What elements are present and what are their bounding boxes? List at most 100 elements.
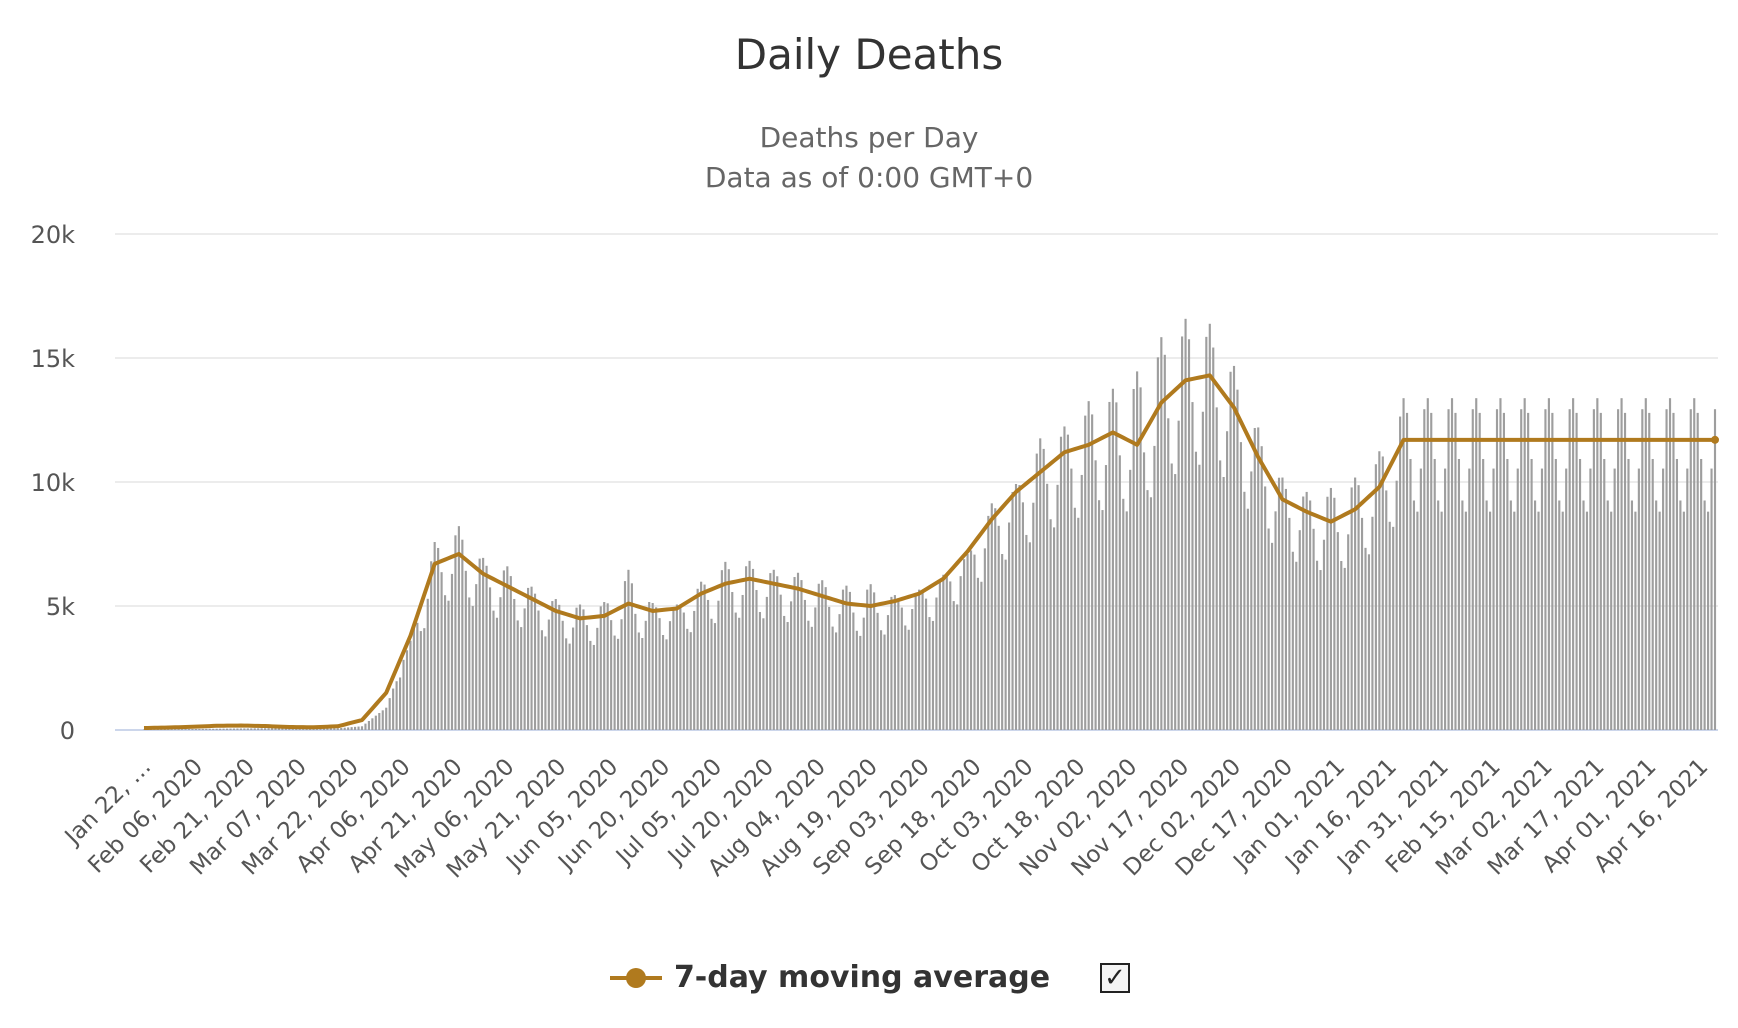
- bar: [547, 619, 550, 730]
- bar: [430, 561, 433, 730]
- bar: [1163, 354, 1166, 730]
- bar: [1423, 409, 1426, 730]
- bar: [859, 635, 862, 730]
- bar: [1578, 458, 1582, 730]
- bar: [416, 622, 419, 730]
- bar: [367, 720, 370, 730]
- bar: [1070, 468, 1073, 730]
- bar: [1641, 409, 1644, 730]
- bar: [1039, 438, 1042, 730]
- bar: [610, 620, 613, 730]
- bar: [1315, 560, 1319, 730]
- bar: [1014, 483, 1018, 730]
- bar: [1250, 471, 1253, 730]
- bar: [322, 728, 326, 730]
- bar: [1295, 561, 1298, 730]
- bar: [890, 596, 893, 730]
- bar: [1284, 488, 1287, 730]
- y-tick-label: 20k: [31, 221, 76, 249]
- bar: [1471, 409, 1474, 730]
- bar: [575, 607, 578, 730]
- bar: [800, 580, 803, 730]
- bar: [1655, 500, 1658, 730]
- bar: [1153, 445, 1156, 730]
- bar: [1520, 409, 1523, 730]
- bar: [751, 568, 755, 730]
- bar: [627, 569, 630, 730]
- bar: [668, 621, 672, 730]
- bar: [1125, 511, 1128, 730]
- bar: [1672, 412, 1675, 730]
- bar: [1419, 468, 1422, 730]
- bar: [1371, 516, 1374, 730]
- bar: [360, 726, 364, 730]
- bar: [572, 627, 575, 730]
- bar: [232, 728, 236, 730]
- bar: [1492, 468, 1495, 730]
- bar: [703, 584, 706, 730]
- bar: [499, 597, 502, 730]
- bar: [1260, 446, 1263, 730]
- bar: [402, 659, 405, 730]
- bar: [1540, 468, 1544, 730]
- bar: [603, 602, 606, 730]
- bar: [1215, 407, 1218, 730]
- bar: [1613, 468, 1616, 730]
- bar: [994, 508, 997, 730]
- bar: [904, 625, 907, 730]
- bar: [1267, 528, 1270, 730]
- bar: [1516, 468, 1519, 730]
- bar: [1703, 500, 1706, 730]
- bar: [1416, 511, 1419, 730]
- subtitle-line-2: Data as of 0:00 GMT+0: [704, 161, 1034, 194]
- bar: [1132, 388, 1135, 730]
- bar: [634, 613, 637, 730]
- bar: [1454, 412, 1457, 730]
- bar: [1409, 458, 1412, 730]
- bar: [239, 728, 242, 730]
- bar: [1478, 412, 1481, 730]
- bar: [1298, 530, 1301, 730]
- bar: [1336, 532, 1339, 730]
- bar: [758, 612, 762, 730]
- bar: [1596, 398, 1599, 730]
- bar: [1097, 500, 1101, 730]
- bar: [630, 583, 633, 730]
- bar: [765, 596, 768, 730]
- bar: [1111, 388, 1114, 730]
- legend-checkbox-icon[interactable]: ✓: [1100, 962, 1131, 993]
- legend-item-moving-average[interactable]: 7-day moving average: [608, 960, 1050, 995]
- bar: [769, 573, 772, 730]
- bar: [748, 560, 751, 730]
- y-tick-label: 15k: [31, 345, 76, 373]
- bar: [1662, 468, 1665, 730]
- bar: [776, 576, 779, 730]
- bar: [392, 688, 395, 730]
- bar: [1139, 387, 1142, 730]
- bar: [1533, 500, 1537, 730]
- bar: [1572, 398, 1575, 730]
- bar: [959, 576, 962, 730]
- bar: [1433, 458, 1436, 730]
- bar: [443, 595, 447, 730]
- bar: [554, 599, 557, 730]
- y-tick-label: 10k: [31, 469, 76, 497]
- bar: [1444, 468, 1447, 730]
- bar: [1160, 337, 1163, 730]
- bar: [1309, 500, 1312, 730]
- bar: [1187, 339, 1191, 730]
- bar: [1589, 468, 1592, 730]
- bar: [1201, 411, 1204, 730]
- bar: [949, 581, 952, 730]
- bar: [1066, 434, 1069, 730]
- bar: [1322, 539, 1326, 730]
- bar: [817, 583, 820, 730]
- bar: [796, 572, 800, 730]
- bar: [385, 707, 388, 730]
- bar: [281, 728, 284, 730]
- bar: [1073, 507, 1076, 730]
- bar: [509, 576, 512, 730]
- bar: [1665, 409, 1668, 730]
- bar: [1229, 371, 1232, 730]
